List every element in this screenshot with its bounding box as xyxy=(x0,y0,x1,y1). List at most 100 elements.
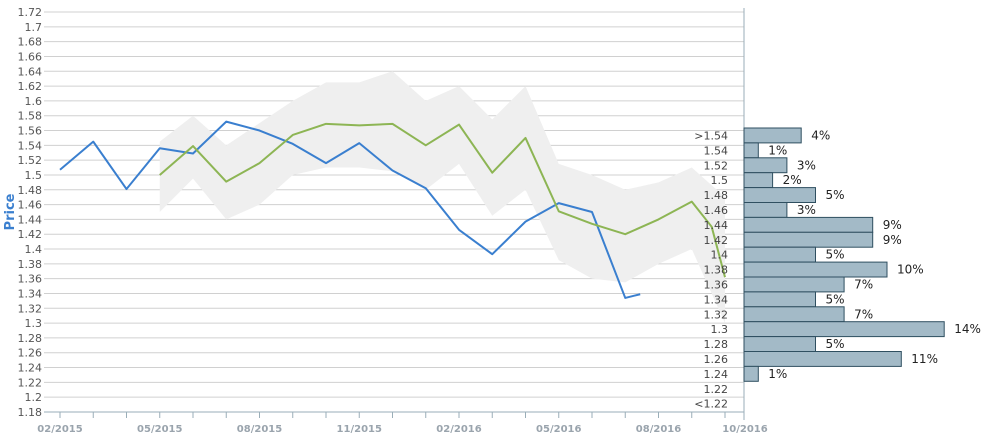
histogram-bar xyxy=(743,276,845,293)
histogram-value-label: 5% xyxy=(826,337,845,351)
y-tick-label: 1.72 xyxy=(18,6,43,19)
histogram-value-label: 7% xyxy=(854,277,873,291)
histogram-value-label: 10% xyxy=(897,263,924,277)
histogram-bar xyxy=(743,321,945,338)
x-axis-ticks: 02/2015 05/2015 08/2015 11/2015 02/2016 05/20… xyxy=(37,412,768,435)
histogram-value-label: 5% xyxy=(826,248,845,262)
histogram-bin-label: 1.24 xyxy=(704,368,729,381)
histogram-bar xyxy=(743,127,802,144)
price-distribution-histogram: >1.54 4% 1.54 1% 1.52 3% 1.5 2% 1.48 5% 1.46 3% 1.44… xyxy=(694,127,981,411)
y-tick-label: 1.66 xyxy=(18,50,43,63)
x-tick-label: 05/2016 xyxy=(536,424,581,435)
histogram-value-label: 2% xyxy=(783,173,802,187)
y-tick-label: 1.18 xyxy=(18,406,43,419)
x-tick-label: 10/2016 xyxy=(722,424,767,435)
y-tick-label: 1.64 xyxy=(18,65,43,78)
histogram-value-label: 1% xyxy=(768,143,787,157)
histogram-bar xyxy=(743,336,816,353)
histogram-bin-label: 1.28 xyxy=(704,338,729,351)
histogram-bar xyxy=(743,216,874,233)
y-tick-label: 1.52 xyxy=(18,154,43,167)
x-tick-label: 05/2015 xyxy=(137,424,182,435)
histogram-value-label: 7% xyxy=(854,307,873,321)
y-tick-label: 1.56 xyxy=(18,125,43,138)
y-tick-label: 1.26 xyxy=(18,347,43,360)
histogram-bin-label: 1.44 xyxy=(704,219,729,232)
histogram-value-label: 1% xyxy=(768,367,787,381)
histogram-bin-label: 1.5 xyxy=(711,174,729,187)
y-tick-label: 1.32 xyxy=(18,302,43,315)
y-tick-label: 1.38 xyxy=(18,258,43,271)
histogram-bar xyxy=(743,187,816,204)
y-tick-label: 1.48 xyxy=(18,184,43,197)
histogram-bar xyxy=(743,261,888,278)
histogram-bin-label: 1.26 xyxy=(704,353,729,366)
y-tick-label: 1.2 xyxy=(25,391,43,404)
y-tick-label: 1.44 xyxy=(18,213,43,226)
histogram-value-label: 3% xyxy=(797,158,816,172)
histogram-value-label: 14% xyxy=(954,322,981,336)
histogram-bar xyxy=(743,246,816,263)
histogram-bar xyxy=(743,306,845,323)
y-tick-label: 1.7 xyxy=(25,21,43,34)
x-tick-label: 11/2015 xyxy=(337,424,382,435)
y-tick-label: 1.36 xyxy=(18,273,43,286)
histogram-value-label: 9% xyxy=(883,218,902,232)
x-tick-label: 02/2016 xyxy=(436,424,481,435)
histogram-bin-label: >1.54 xyxy=(694,129,728,142)
y-tick-label: 1.4 xyxy=(25,243,43,256)
histogram-bar xyxy=(743,157,788,174)
histogram-bin-label: 1.42 xyxy=(704,234,729,247)
y-tick-label: 1.68 xyxy=(18,36,43,49)
histogram-bar xyxy=(743,142,759,159)
histogram-value-label: 5% xyxy=(826,292,845,306)
histogram-bin-label: 1.22 xyxy=(704,383,729,396)
histogram-bar xyxy=(743,291,816,308)
histogram-value-label: 11% xyxy=(911,352,938,366)
y-tick-label: 1.3 xyxy=(25,317,43,330)
x-tick-label: 08/2016 xyxy=(636,424,681,435)
histogram-bin-label: <1.22 xyxy=(694,398,728,411)
y-tick-label: 1.22 xyxy=(18,376,43,389)
histogram-bar xyxy=(743,172,774,189)
histogram-bin-label: 1.38 xyxy=(704,264,729,277)
histogram-bar xyxy=(743,365,759,382)
histogram-value-label: 3% xyxy=(797,203,816,217)
histogram-bar xyxy=(743,351,902,367)
histogram-bar xyxy=(743,231,874,248)
price-lines xyxy=(59,120,726,299)
x-tick-label: 08/2015 xyxy=(237,424,282,435)
x-tick-label: 02/2015 xyxy=(37,424,82,435)
histogram-bar xyxy=(743,202,788,218)
y-tick-label: 1.42 xyxy=(18,228,43,241)
y-axis-ticks: 1.18 1.2 1.221.24 1.26 1.28 1.3 1.32 1.341.36 1.… xyxy=(18,6,43,419)
histogram-value-label: 9% xyxy=(883,233,902,247)
histogram-bin-label: 1.36 xyxy=(704,278,729,291)
y-tick-label: 1.24 xyxy=(18,362,43,375)
series-line-forecast xyxy=(159,122,726,278)
histogram-bin-label: 1.46 xyxy=(704,204,729,217)
y-tick-label: 1.58 xyxy=(18,110,43,123)
y-tick-label: 1.54 xyxy=(18,139,43,152)
y-tick-label: 1.46 xyxy=(18,199,43,212)
histogram-bin-label: 1.3 xyxy=(711,323,729,336)
y-tick-label: 1.28 xyxy=(18,332,43,345)
histogram-bin-label: 1.4 xyxy=(711,249,729,262)
y-tick-label: 1.34 xyxy=(18,287,43,300)
histogram-bin-label: 1.48 xyxy=(704,189,729,202)
histogram-value-label: 4% xyxy=(811,128,830,142)
histogram-bin-label: 1.32 xyxy=(704,308,729,321)
y-tick-label: 1.5 xyxy=(25,169,43,182)
y-axis-title: Price xyxy=(3,193,18,230)
series-line-actual xyxy=(59,120,641,299)
y-tick-label: 1.62 xyxy=(18,80,43,93)
y-tick-label: 1.6 xyxy=(25,95,43,108)
histogram-bin-label: 1.54 xyxy=(704,144,729,157)
forecast-band-area xyxy=(159,71,725,324)
histogram-bin-label: 1.52 xyxy=(704,159,729,172)
histogram-bin-label: 1.34 xyxy=(704,293,729,306)
histogram-value-label: 5% xyxy=(826,188,845,202)
forecast-range-band xyxy=(159,71,725,324)
